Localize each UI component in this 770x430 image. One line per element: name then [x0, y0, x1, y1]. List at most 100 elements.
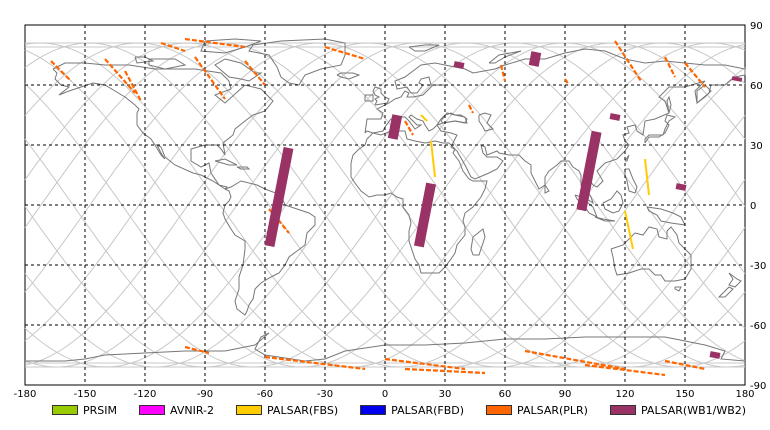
uk-coast	[372, 86, 390, 106]
antarctica-coast	[25, 332, 746, 362]
africa-coast	[350, 130, 488, 274]
y-tick-label: 90	[750, 21, 763, 32]
palsar-wb-swath	[453, 61, 465, 69]
palsar-plr-strip	[194, 56, 226, 100]
legend-item: PALSAR(FBS)	[235, 403, 339, 417]
palsar-plr-strip	[499, 64, 507, 82]
palsar-wb-swath	[387, 114, 403, 140]
legend-label: AVNIR-2	[170, 403, 214, 417]
cuba-coast	[214, 158, 238, 166]
caspian-sea-coast	[478, 112, 494, 132]
y-tick-label: 60	[750, 81, 763, 92]
orbit-track	[24, 42, 746, 368]
palsar-plr-strip	[384, 357, 466, 371]
x-tick-label: -120	[134, 389, 157, 400]
orbit-track	[24, 42, 746, 368]
ireland-coast	[364, 94, 374, 102]
legend-label: PALSAR(FBD)	[391, 403, 465, 417]
palsar-plr-strip	[404, 120, 414, 136]
victoria-island-coast	[148, 58, 187, 70]
palsar-wb-swath	[264, 146, 294, 248]
legend-item: PALSAR(WB1/WB2)	[609, 403, 747, 417]
legend-label: PALSAR(WB1/WB2)	[640, 403, 747, 417]
borneo-coast	[602, 190, 624, 214]
x-tick-label: -180	[14, 389, 37, 400]
palsar-plr-strip	[564, 78, 570, 86]
palsar-plr-strip	[684, 62, 706, 88]
kamchatka-coast	[696, 84, 712, 104]
y-tick-label: -90	[750, 381, 766, 392]
new-zealand-coast	[728, 272, 742, 288]
x-tick-label: 180	[735, 389, 754, 400]
palsar-plr-strip	[184, 37, 246, 49]
acquisition-swaths	[50, 37, 743, 377]
south-america-coast	[222, 180, 316, 316]
palsar-wb-swath	[413, 182, 437, 248]
palsar-fbs-strip	[420, 114, 428, 122]
palsar-fbs-strip	[644, 158, 650, 196]
palsar-plr-strip	[124, 70, 142, 102]
palsar-wb-swath	[609, 113, 621, 121]
java-coast	[594, 216, 616, 222]
y-tick-label: 0	[750, 201, 756, 212]
madagascar-coast	[470, 228, 486, 256]
svalbard-coast	[408, 44, 440, 52]
palsar-wb-swath	[528, 51, 542, 67]
legend-swatch	[609, 405, 636, 415]
japan-coast	[644, 114, 677, 144]
palsar-plr-strip	[264, 355, 366, 371]
palsar-plr-strip	[524, 349, 626, 371]
y-tick-label: -60	[750, 321, 766, 332]
taiwan-coast	[624, 154, 630, 162]
palsar-wb-swath	[731, 76, 743, 82]
legend-swatch	[235, 405, 262, 415]
y-tick-label: -30	[750, 261, 766, 272]
palsar-plr-strip	[664, 56, 676, 78]
tasmania-coast	[674, 286, 682, 292]
legend-swatch	[360, 405, 387, 415]
hispaniola-coast	[236, 166, 251, 170]
palsar-plr-strip	[184, 345, 210, 355]
baffin-island-coast	[214, 58, 263, 82]
x-tick-label: -150	[74, 389, 97, 400]
sri-lanka-coast	[544, 184, 550, 194]
palsar-fbs-strip	[624, 210, 634, 250]
legend-label: PALSAR(FBS)	[266, 403, 339, 417]
palsar-plr-strip	[244, 60, 266, 86]
legend: PRSIM AVNIR-2 PALSAR(FBS) PALSAR(FBD) PALSAR…	[52, 402, 768, 418]
legend-swatch	[139, 405, 165, 415]
y-tick-label: 30	[750, 141, 763, 152]
sakhalin-coast	[666, 95, 672, 114]
x-tick-label: -90	[197, 389, 213, 400]
x-tick-label: -60	[257, 389, 273, 400]
legend-item: PALSAR(FBD)	[360, 404, 464, 417]
palsar-plr-strip	[50, 60, 72, 82]
legend-label: PRSIM	[83, 403, 117, 417]
legend-label: PALSAR(PLR)	[517, 403, 588, 417]
palsar-fbs-strip	[430, 140, 436, 178]
x-tick-label: 90	[559, 389, 572, 400]
philippines-coast	[624, 168, 638, 194]
x-tick-label: 30	[439, 389, 452, 400]
legend-swatch	[486, 405, 513, 415]
new-guinea-coast	[646, 206, 686, 226]
palsar-wb-swath	[576, 130, 602, 212]
banks-island-coast	[134, 56, 155, 64]
iceland-coast	[336, 72, 361, 80]
legend-item: AVNIR-2	[139, 404, 214, 417]
graticule	[25, 25, 745, 385]
x-tick-label: 150	[675, 389, 694, 400]
greenland-coast	[248, 38, 346, 86]
palsar-plr-strip	[160, 41, 186, 53]
palsar-plr-strip	[468, 104, 474, 114]
x-tick-label: -30	[317, 389, 333, 400]
palsar-wb-swath	[709, 351, 721, 359]
palsar-plr-strip	[614, 40, 642, 82]
palsar-plr-strip	[104, 58, 136, 94]
palsar-plr-strip	[584, 363, 666, 377]
legend-item: PALSAR(PLR)	[486, 404, 588, 417]
new-zealand-south-coast	[717, 286, 734, 298]
x-tick-label: 0	[382, 389, 388, 400]
